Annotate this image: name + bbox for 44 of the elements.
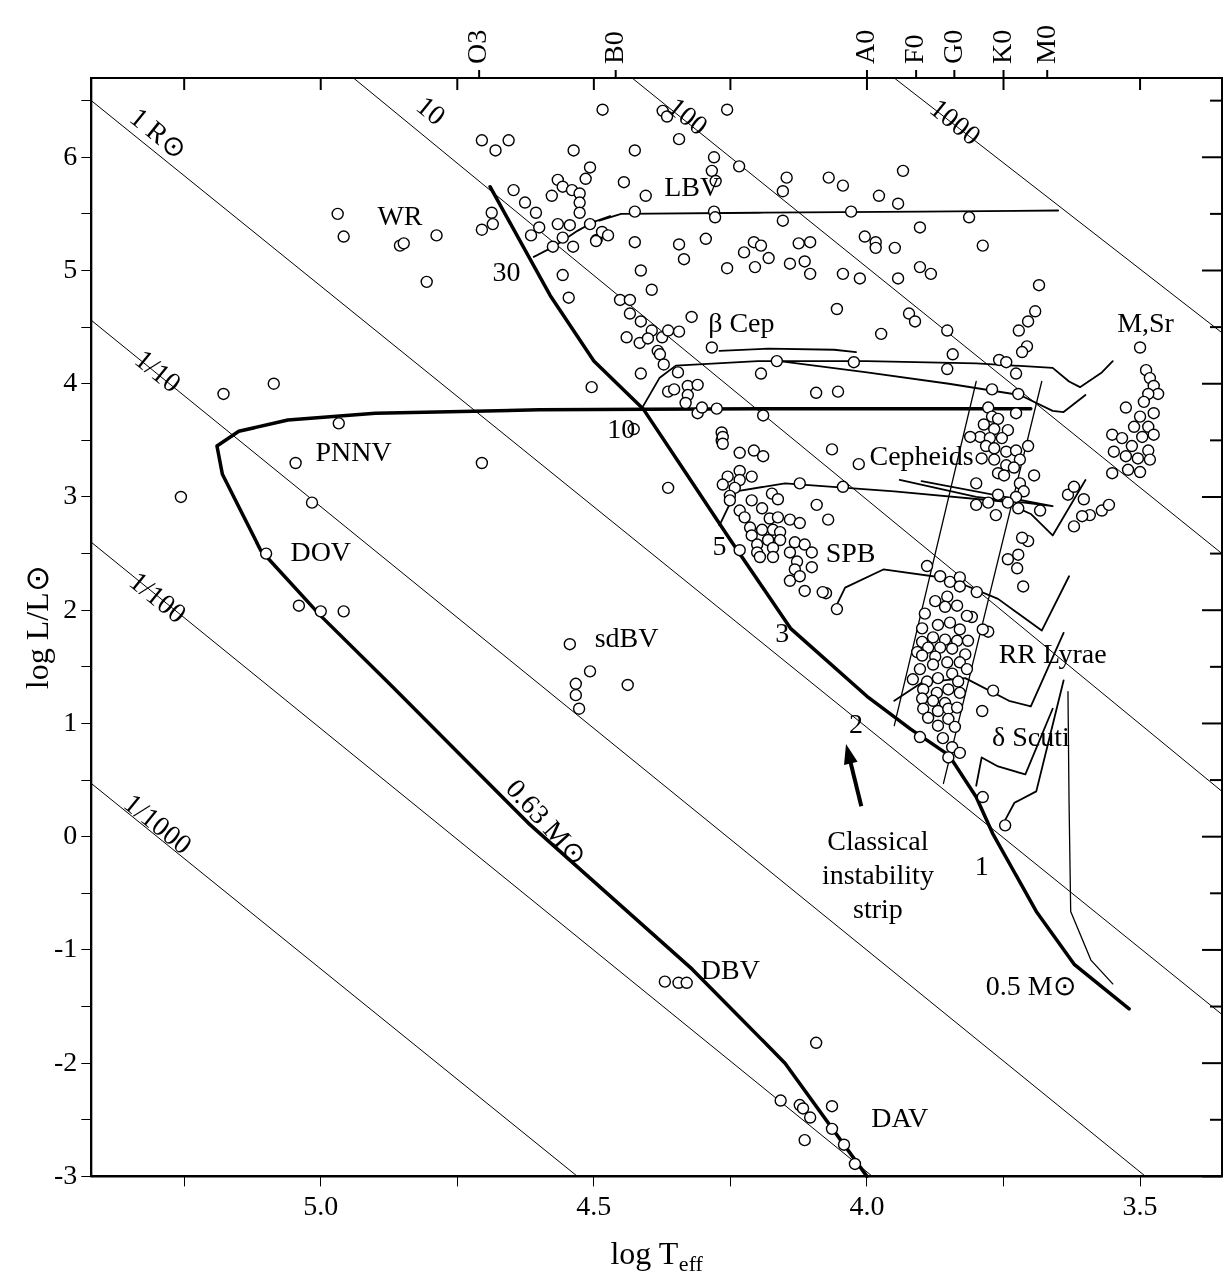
annotation: 1000 bbox=[924, 91, 988, 152]
text: A0 bbox=[849, 29, 881, 64]
y-tick-label: 5 bbox=[63, 252, 78, 284]
annotation: 10 bbox=[607, 412, 636, 444]
y-tick-label: -2 bbox=[54, 1045, 78, 1077]
y-tick-label: 0 bbox=[63, 819, 78, 851]
annotation: sdBV bbox=[594, 622, 659, 654]
x-tick-label: 4.0 bbox=[849, 1189, 885, 1221]
annotation: 5 bbox=[712, 530, 727, 562]
annotation: DOV bbox=[290, 535, 352, 567]
annotation: 100 bbox=[661, 90, 715, 142]
annotation: PNNV bbox=[315, 436, 392, 468]
annotation: M,Sr bbox=[1117, 307, 1175, 339]
annotation: β Cep bbox=[708, 307, 775, 339]
annotation: DBV bbox=[700, 953, 760, 985]
annotation: 1 bbox=[974, 849, 989, 881]
y-axis-title: log L/L⊙ bbox=[19, 565, 56, 690]
x-tick-label: 5.0 bbox=[303, 1189, 339, 1221]
annotation: 0.5 M⊙ bbox=[985, 969, 1076, 1001]
annotation: Classical instability strip bbox=[821, 824, 934, 924]
text: B0 bbox=[598, 31, 630, 64]
text: F0 bbox=[898, 34, 930, 64]
text: O3 bbox=[461, 29, 493, 64]
annotation: 1/10 bbox=[129, 343, 188, 399]
annotation: LBV bbox=[664, 171, 721, 203]
x-tick-label: 4.5 bbox=[576, 1189, 612, 1221]
annotation: WR bbox=[377, 199, 423, 231]
annotation: 10 bbox=[410, 89, 452, 132]
y-tick-label: 3 bbox=[63, 479, 78, 511]
annotation: SPB bbox=[825, 537, 876, 569]
annotation: 30 bbox=[492, 256, 521, 288]
text: K0 bbox=[985, 29, 1017, 64]
y-tick-label: 4 bbox=[63, 366, 78, 398]
y-tick-label: 2 bbox=[63, 592, 78, 624]
text: M0 bbox=[1029, 25, 1061, 64]
y-tick-label: 1 bbox=[63, 705, 78, 737]
annotation: 1 R⊙ bbox=[124, 101, 193, 165]
annotation: 3 bbox=[775, 617, 790, 649]
annotation: DAV bbox=[871, 1102, 929, 1134]
text: G0 bbox=[936, 29, 968, 64]
y-tick-label: -1 bbox=[54, 932, 78, 964]
y-tick-label: 6 bbox=[63, 139, 78, 171]
x-tick-label: 3.5 bbox=[1122, 1189, 1158, 1221]
y-tick-label: -3 bbox=[54, 1158, 78, 1190]
